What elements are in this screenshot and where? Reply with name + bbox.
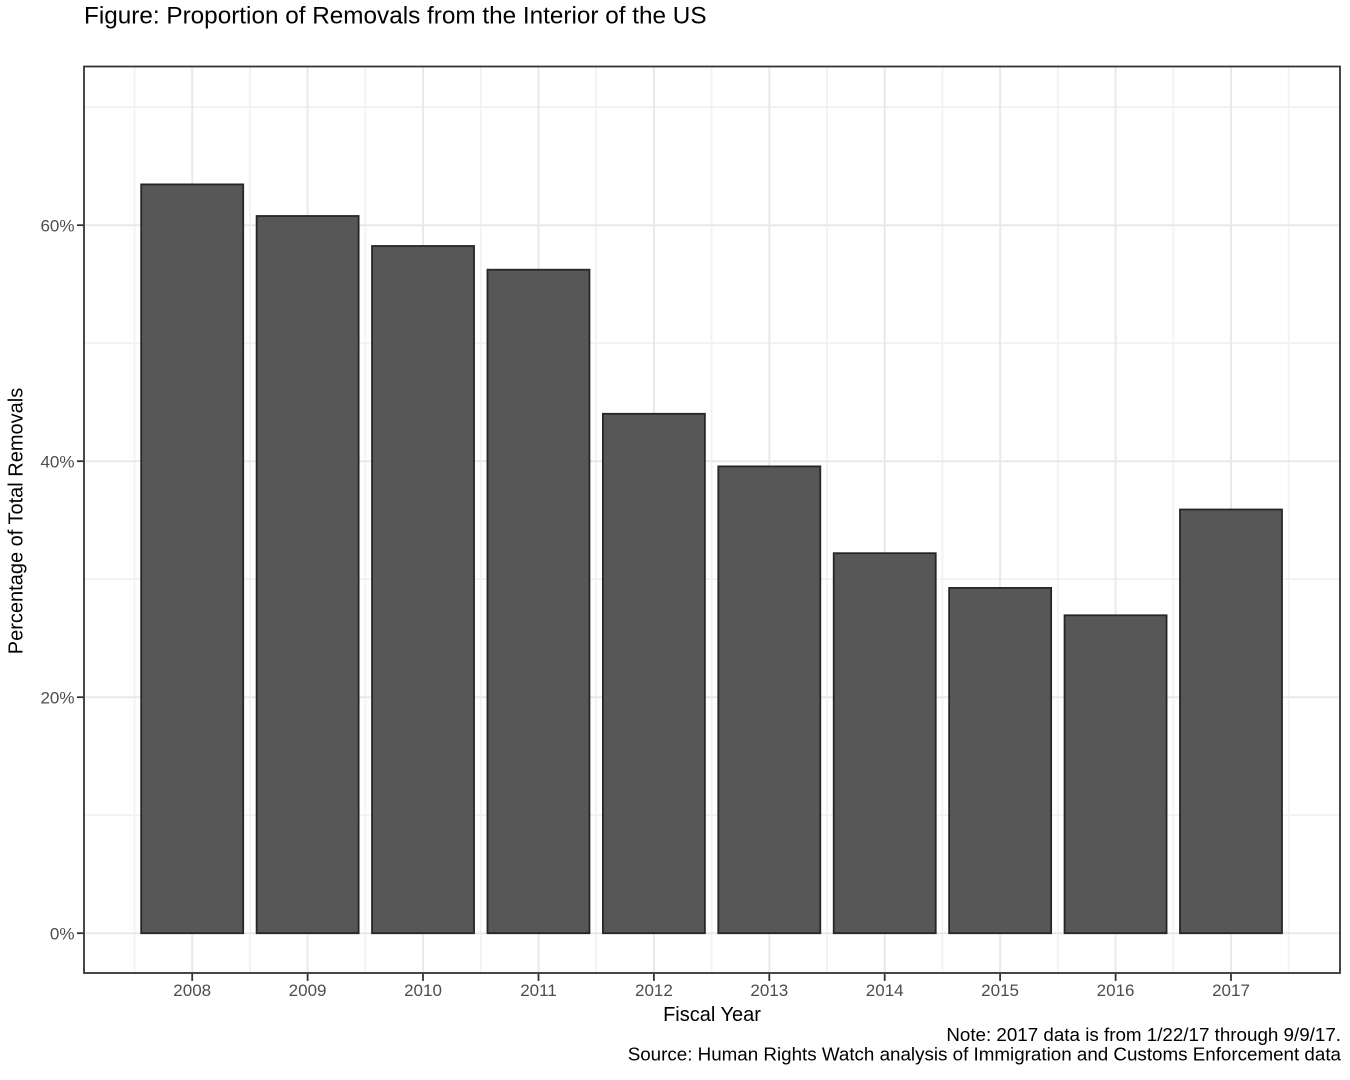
svg-text:Percentage of Total Removals: Percentage of Total Removals <box>6 388 28 654</box>
svg-text:Note: 2017 data is from 1/22/1: Note: 2017 data is from 1/22/17 through … <box>946 1024 1341 1045</box>
svg-text:2009: 2009 <box>289 981 327 1000</box>
svg-text:Source: Human Rights Watch ana: Source: Human Rights Watch analysis of I… <box>628 1044 1342 1065</box>
svg-text:2017: 2017 <box>1212 981 1250 1000</box>
svg-text:2016: 2016 <box>1097 981 1135 1000</box>
svg-text:2015: 2015 <box>981 981 1019 1000</box>
svg-text:40%: 40% <box>40 452 74 471</box>
svg-text:2011: 2011 <box>520 981 557 1000</box>
svg-text:2010: 2010 <box>404 981 442 1000</box>
svg-text:2014: 2014 <box>866 981 904 1000</box>
svg-text:20%: 20% <box>40 688 74 707</box>
svg-text:2013: 2013 <box>750 981 788 1000</box>
svg-text:2008: 2008 <box>173 981 211 1000</box>
svg-text:Fiscal Year: Fiscal Year <box>663 1004 761 1026</box>
svg-text:60%: 60% <box>40 216 74 235</box>
svg-text:Figure: Proportion of Removals: Figure: Proportion of Removals from the … <box>84 3 707 30</box>
svg-text:0%: 0% <box>50 924 75 943</box>
svg-text:2012: 2012 <box>635 981 673 1000</box>
